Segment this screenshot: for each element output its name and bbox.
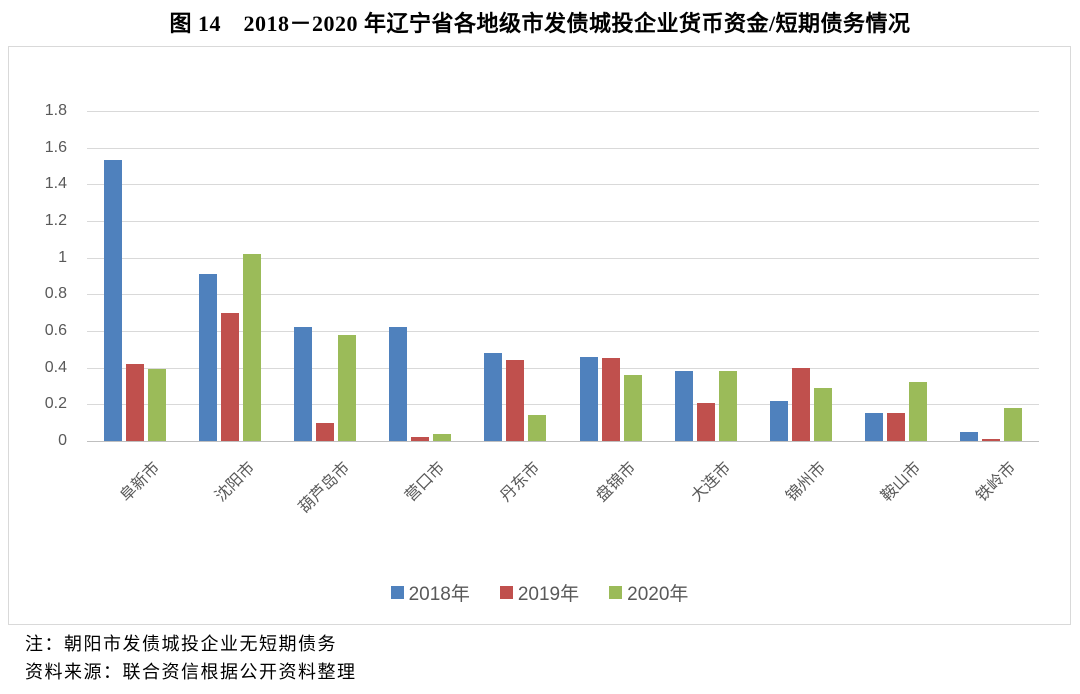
bar-2018年-锦州市 bbox=[770, 401, 788, 441]
y-tick-label: 1.4 bbox=[44, 175, 67, 192]
x-category-label: 沈阳市 bbox=[212, 459, 259, 506]
x-category-label: 锦州市 bbox=[783, 459, 830, 506]
bar-2018年-大连市 bbox=[675, 371, 693, 441]
bar-2019年-铁岭市 bbox=[982, 439, 1000, 441]
gridline bbox=[87, 184, 1039, 185]
legend-item-2020年: 2020年 bbox=[609, 579, 688, 606]
chart-legend: 2018年 2019年 2020年 bbox=[9, 579, 1070, 606]
bar-2019年-阜新市 bbox=[126, 364, 144, 441]
bar-2018年-铁岭市 bbox=[960, 432, 978, 441]
bar-2020年-阜新市 bbox=[148, 369, 166, 441]
bar-2019年-沈阳市 bbox=[221, 313, 239, 441]
y-tick-label: 1.8 bbox=[44, 102, 67, 119]
bar-2020年-大连市 bbox=[719, 371, 737, 441]
chart-notes: 注：朝阳市发债城投企业无短期债务 资料来源：联合资信根据公开资料整理 bbox=[25, 630, 357, 686]
y-tick-label: 0.2 bbox=[44, 395, 67, 412]
x-category-label: 大连市 bbox=[688, 459, 735, 506]
x-category-label: 阜新市 bbox=[116, 459, 163, 506]
bar-2020年-锦州市 bbox=[814, 388, 832, 441]
bar-2018年-葫芦岛市 bbox=[294, 327, 312, 441]
x-axis-line bbox=[87, 441, 1039, 442]
y-tick-label: 1.6 bbox=[44, 139, 67, 156]
bar-2020年-丹东市 bbox=[528, 415, 546, 441]
bar-2018年-盘锦市 bbox=[580, 357, 598, 441]
legend-item-2018年: 2018年 bbox=[390, 579, 470, 606]
legend-label: 2019年 bbox=[517, 584, 580, 605]
gridline bbox=[87, 258, 1039, 259]
legend-label: 2018年 bbox=[408, 584, 470, 605]
chart-area: 0 0.2 0.4 0.6 0.8 1 1.2 1.4 1.6 1.8 阜新市 沈阳市 葫芦岛市 营口市 丹… bbox=[8, 46, 1071, 625]
bar-2019年-营口市 bbox=[411, 437, 429, 441]
bar-2018年-阜新市 bbox=[104, 160, 122, 441]
bar-2019年-大连市 bbox=[697, 403, 715, 441]
x-category-label: 丹东市 bbox=[497, 459, 544, 506]
bar-2020年-沈阳市 bbox=[243, 254, 261, 441]
gridline bbox=[87, 368, 1039, 369]
x-category-label: 营口市 bbox=[402, 459, 449, 506]
y-tick-label: 0.4 bbox=[44, 359, 67, 376]
bar-2020年-鞍山市 bbox=[909, 382, 927, 441]
y-tick-label: 1.2 bbox=[44, 212, 67, 229]
bar-2019年-盘锦市 bbox=[602, 358, 620, 441]
bar-2020年-营口市 bbox=[433, 434, 451, 441]
bar-2019年-葫芦岛市 bbox=[316, 423, 334, 441]
y-tick-label: 0.8 bbox=[44, 285, 67, 302]
x-category-label: 鞍山市 bbox=[878, 459, 925, 506]
chart-note: 注：朝阳市发债城投企业无短期债务 bbox=[25, 634, 337, 654]
bar-2018年-鞍山市 bbox=[865, 413, 883, 441]
x-category-label: 葫芦岛市 bbox=[295, 459, 354, 517]
y-tick-label: 0 bbox=[58, 432, 67, 449]
figure-title: 图 14 2018－2020 年辽宁省各地级市发债城投企业货币资金/短期债务情况 bbox=[169, 11, 911, 36]
legend-label: 2020年 bbox=[627, 584, 689, 605]
x-category-label: 铁岭市 bbox=[973, 459, 1020, 506]
x-category-label: 盘锦市 bbox=[592, 459, 639, 506]
legend-swatch-icon bbox=[609, 586, 623, 599]
chart-source: 资料来源：联合资信根据公开资料整理 bbox=[25, 662, 357, 682]
bar-2019年-鞍山市 bbox=[887, 413, 905, 441]
gridline bbox=[87, 221, 1039, 222]
bar-2020年-葫芦岛市 bbox=[338, 335, 356, 441]
gridline bbox=[87, 404, 1039, 405]
legend-item-2019年: 2019年 bbox=[499, 579, 580, 606]
bar-2020年-铁岭市 bbox=[1004, 408, 1022, 441]
gridline bbox=[87, 294, 1039, 295]
bar-2018年-沈阳市 bbox=[199, 274, 217, 441]
bar-2019年-丹东市 bbox=[506, 360, 524, 441]
legend-swatch-icon bbox=[499, 586, 513, 599]
bar-2018年-营口市 bbox=[389, 327, 407, 441]
legend-swatch-icon bbox=[390, 586, 404, 599]
y-tick-label: 0.6 bbox=[44, 322, 67, 339]
gridline bbox=[87, 111, 1039, 112]
gridline bbox=[87, 148, 1039, 149]
y-tick-label: 1 bbox=[58, 249, 67, 266]
bar-2019年-锦州市 bbox=[792, 368, 810, 441]
gridline bbox=[87, 331, 1039, 332]
bar-2018年-丹东市 bbox=[484, 353, 502, 441]
bar-2020年-盘锦市 bbox=[624, 375, 642, 441]
